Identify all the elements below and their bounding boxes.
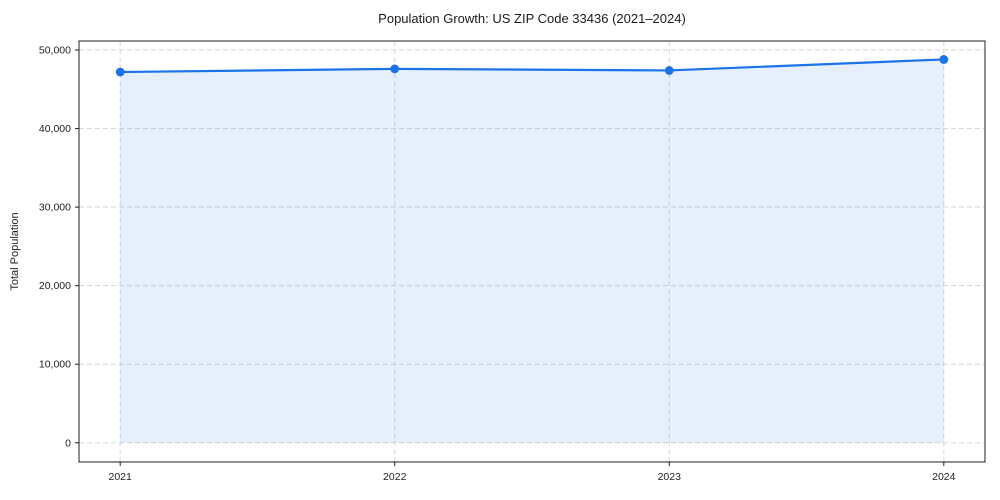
x-tick-label: 2022 xyxy=(383,471,407,483)
trend-line xyxy=(119,58,945,74)
axes-layer xyxy=(75,40,986,466)
data-point-2023 xyxy=(664,66,674,75)
chart-title: Population Growth: US ZIP Code 33436 (20… xyxy=(378,11,686,26)
grid-layer xyxy=(79,41,985,462)
data-point-2021 xyxy=(115,67,125,77)
data-point-2024 xyxy=(939,55,949,64)
y-tick-label: 40,000 xyxy=(39,123,71,135)
x-tick-label: 2024 xyxy=(932,471,956,483)
trend-line-layer xyxy=(119,58,945,74)
area-fill-layer xyxy=(120,59,944,443)
y-axis-label: Total Population xyxy=(9,212,21,290)
tick-label-layer: 0 10,000 20,000 30,000 40,000 50,000 2021 2022 2… xyxy=(9,45,956,483)
y-tick-label: 0 xyxy=(65,437,71,449)
y-tick-label: 10,000 xyxy=(39,359,71,371)
x-tick-label: 2023 xyxy=(658,471,682,483)
plot-border xyxy=(78,40,986,463)
x-tick-label: 2021 xyxy=(109,471,133,483)
y-tick-label: 30,000 xyxy=(39,202,71,214)
y-tick-label: 20,000 xyxy=(39,280,71,292)
y-tick-label: 50,000 xyxy=(39,45,71,57)
data-point-layer xyxy=(115,55,949,77)
area-fill xyxy=(120,59,944,443)
data-point-2022 xyxy=(390,64,400,74)
